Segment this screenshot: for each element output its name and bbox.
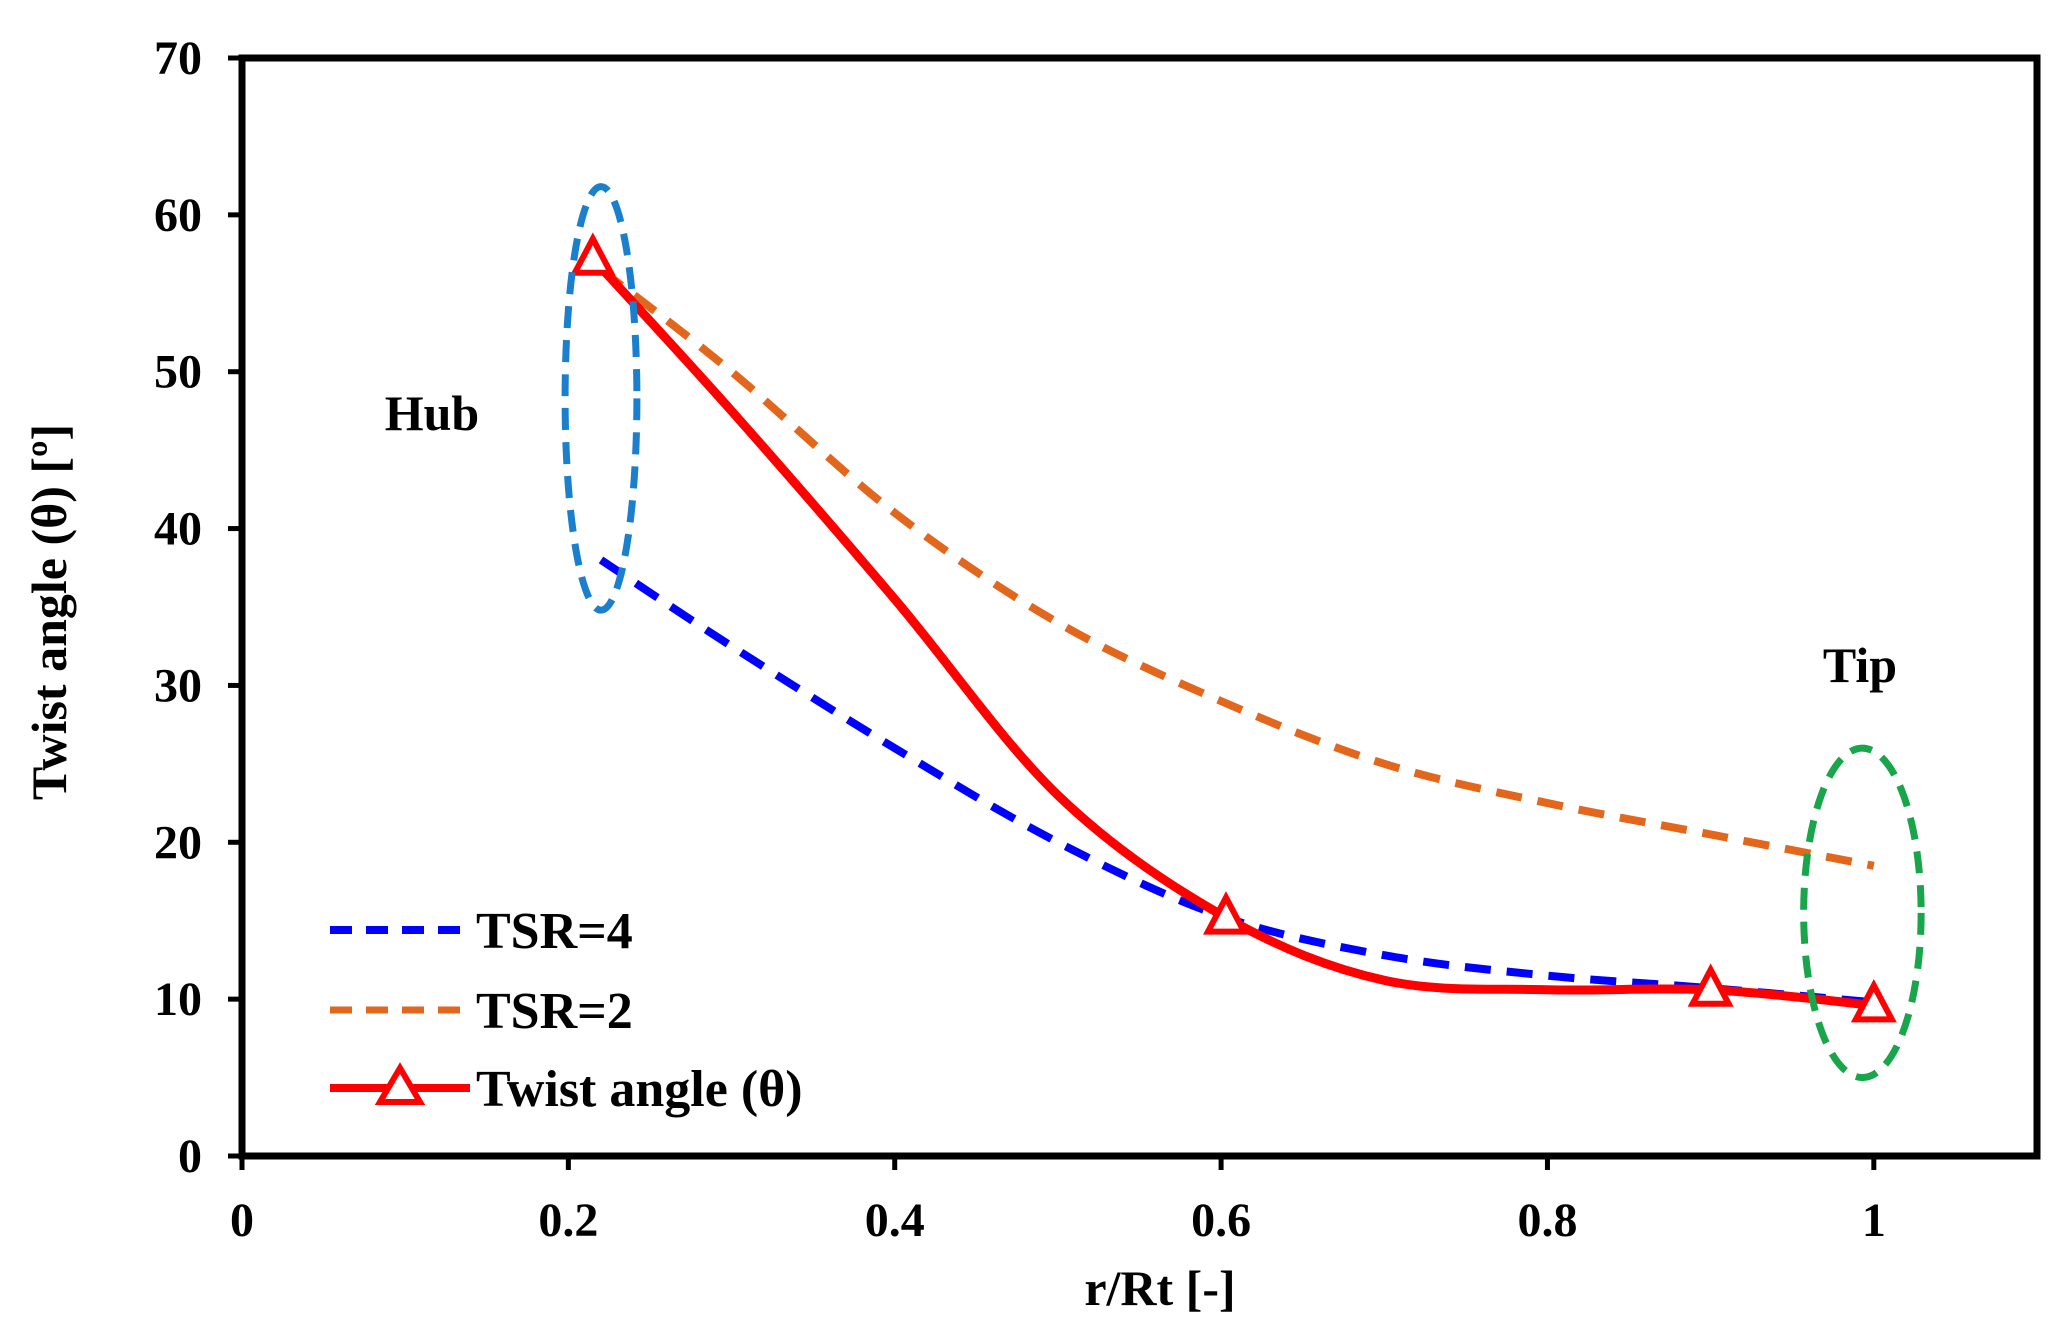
hub-label: Hub [385,385,480,441]
legend-item-tsr2: TSR=2 [330,983,633,1040]
twist-angle-triangle-marker [569,232,616,276]
x-tick-label: 0.2 [538,1194,598,1247]
x-tick-label: 0.4 [865,1194,925,1247]
x-tick-label: 1 [1862,1194,1886,1247]
y-tick-label: 60 [154,189,202,242]
x-tick-label: 0.8 [1517,1194,1577,1247]
twist-angle-triangle-marker [1687,963,1734,1007]
legend-triangle-marker-icon [374,1062,426,1105]
legend-label-tsr2: TSR=2 [476,983,633,1040]
legend-label-twist-angle: Twist angle (θ) [476,1061,803,1118]
legend-label-tsr4: TSR=4 [476,903,633,960]
x-axis-ticks: 0 0.2 0.4 0.6 0.8 1 [230,1156,1886,1247]
legend-item-twist-angle: Twist angle (θ) [330,1061,803,1118]
y-tick-label: 10 [154,973,202,1026]
legend: TSR=4 TSR=2 Twist angle (θ) [330,903,803,1118]
y-tick-label: 30 [154,659,202,712]
y-tick-label: 20 [154,816,202,869]
plot-area [238,54,2041,1160]
x-axis-title: r/Rt [-] [1084,1260,1235,1316]
hub-ellipse [561,183,641,614]
legend-item-tsr4: TSR=4 [330,903,633,960]
y-axis-ticks: 0 10 20 30 40 50 60 70 [154,32,242,1183]
x-tick-label: 0.6 [1191,1194,1251,1247]
annotation-layer: Hub Tip [385,183,1925,1082]
tip-ellipse [1800,744,1925,1082]
series-line-tsr4 [598,556,1875,1007]
tip-label: Tip [1823,637,1897,693]
y-tick-label: 50 [154,346,202,399]
twist-angle-triangle-marker [1850,979,1897,1023]
series-line-tsr2 [598,266,1875,870]
y-tick-label: 40 [154,503,202,556]
y-axis-title: Twist angle (θ) [º] [21,424,77,800]
x-tick-label: 0 [230,1194,254,1247]
series-line-twist-angle [589,255,1875,1010]
y-tick-label: 70 [154,32,202,85]
series-layer [589,255,1875,1010]
y-tick-label: 0 [178,1130,202,1183]
twist-angle-triangle-marker [1203,891,1249,935]
